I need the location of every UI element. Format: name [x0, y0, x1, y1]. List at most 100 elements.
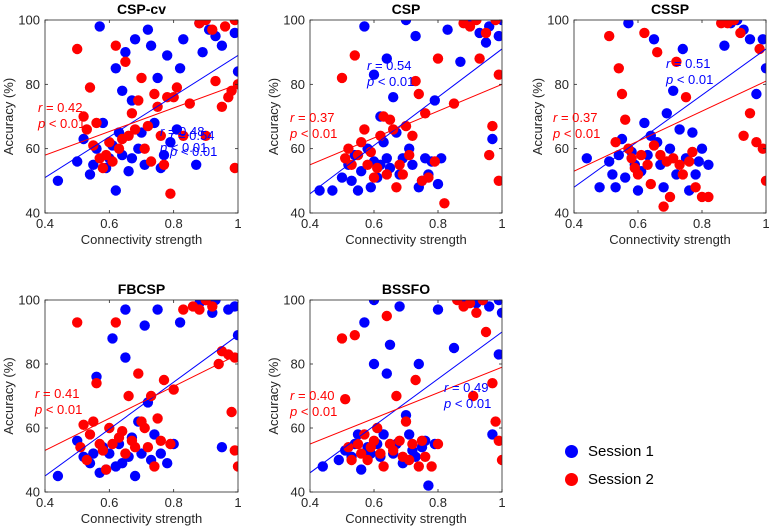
correlation-annotation-1: r = 0.49p < 0.01	[443, 380, 491, 411]
regression-line-2	[45, 353, 238, 451]
p-value-label: p < 0.01	[34, 402, 82, 417]
data-point	[384, 339, 396, 350]
data-point	[219, 21, 231, 32]
x-tick-label: 0.4	[36, 495, 54, 510]
data-point	[352, 185, 364, 196]
regression-line-1	[310, 48, 502, 195]
data-point	[493, 69, 502, 80]
data-point	[72, 43, 83, 55]
x-tick-label: 1	[498, 216, 505, 231]
y-tick-label: 100	[547, 13, 569, 28]
r-value-label: r = 0.37	[553, 110, 597, 125]
series-2	[604, 20, 766, 212]
data-point	[123, 130, 134, 141]
p-value-label: p < 0.01	[443, 396, 491, 411]
data-point	[129, 470, 141, 482]
data-point	[448, 98, 460, 109]
data-point	[359, 21, 370, 32]
data-point	[381, 53, 392, 64]
correlation-annotation-2: r = 0.41p < 0.01	[34, 386, 82, 417]
correlation-annotation-1: r = 0.54p < 0.01	[169, 128, 217, 159]
data-point	[145, 156, 157, 167]
data-point	[368, 69, 380, 80]
y-tick-label: 40	[555, 206, 569, 221]
r-value-label: r = 0.49	[444, 380, 488, 395]
regression-line-1	[45, 334, 238, 477]
data-point	[432, 178, 444, 190]
data-point	[690, 182, 701, 193]
correlation-annotation-2: r = 0.40p < 0.01	[289, 388, 337, 419]
regression-line-2	[45, 83, 238, 156]
data-point	[664, 191, 676, 203]
x-tick-label: 0.8	[429, 495, 447, 510]
plot-area	[310, 300, 502, 491]
y-tick-label: 60	[26, 421, 40, 436]
x-tick-label: 0.4	[301, 495, 319, 510]
data-point	[129, 442, 141, 453]
data-point	[642, 159, 653, 170]
data-point	[104, 137, 115, 148]
data-point	[381, 153, 392, 164]
data-point	[110, 63, 122, 74]
data-point	[232, 461, 238, 472]
axes-frame	[44, 19, 239, 214]
data-point	[394, 435, 405, 446]
data-point	[728, 20, 740, 26]
data-point	[152, 72, 163, 84]
x-axis-label: Connectivity strength	[345, 511, 466, 526]
y-tick-label: 80	[291, 77, 305, 92]
correlation-annotation-2: r = 0.37p < 0.01	[552, 110, 600, 141]
data-point	[381, 169, 392, 180]
legend-label-session-1: Session 1	[588, 442, 654, 460]
y-tick-label: 60	[555, 141, 569, 156]
data-point	[620, 114, 631, 125]
correlation-annotation-1: r = 0.48p < 0.01	[159, 124, 207, 155]
data-point	[620, 172, 631, 183]
data-point	[110, 185, 122, 196]
data-point	[126, 108, 138, 119]
data-point	[207, 301, 218, 312]
regression-line-2	[574, 80, 766, 172]
data-point	[439, 198, 450, 209]
y-tick-label: 60	[291, 421, 305, 436]
data-point	[616, 88, 628, 100]
data-point	[416, 435, 428, 446]
data-point	[684, 156, 695, 167]
data-point	[372, 422, 383, 434]
data-point	[72, 156, 83, 167]
p-value-label: p < 0.01	[366, 74, 414, 89]
data-point	[340, 153, 351, 164]
data-point	[648, 34, 660, 45]
data-point	[368, 435, 380, 446]
data-point	[120, 352, 131, 363]
data-point	[658, 201, 669, 212]
data-point	[696, 143, 708, 154]
data-point	[652, 47, 663, 58]
data-point	[194, 304, 205, 315]
data-point	[677, 43, 688, 55]
y-axis-label: Accuracy (%)	[266, 357, 281, 434]
p-value-label: p < 0.01	[552, 126, 600, 141]
correlation-annotation-1: r = 0.54p < 0.01	[366, 58, 414, 89]
series-2	[336, 300, 502, 472]
data-point	[632, 185, 644, 196]
r-value-label: r = 0.48	[160, 124, 204, 139]
data-point	[174, 317, 186, 328]
data-point	[84, 429, 96, 440]
data-point	[210, 75, 221, 87]
data-point	[442, 24, 453, 35]
x-tick-label: 0.8	[693, 216, 711, 231]
plot-area	[574, 20, 766, 212]
chart-panel-3: 0.4 0.6 0.8 1 40 60 80 100 CSSP Connectivity stre…	[530, 1, 770, 247]
data-point	[487, 120, 498, 132]
data-point	[468, 390, 479, 402]
x-axis-label: Connectivity strength	[81, 511, 202, 526]
data-point	[152, 413, 163, 424]
x-axis-label: Connectivity strength	[609, 232, 730, 247]
data-point	[496, 307, 502, 318]
y-tick-label: 100	[283, 293, 305, 308]
data-point	[368, 358, 380, 370]
x-tick-label: 0.6	[629, 216, 647, 231]
chart-panel-4: 0.4 0.6 0.8 1 40 60 80 100 FBCSP Connectivity str…	[1, 124, 242, 526]
data-point	[336, 172, 348, 183]
